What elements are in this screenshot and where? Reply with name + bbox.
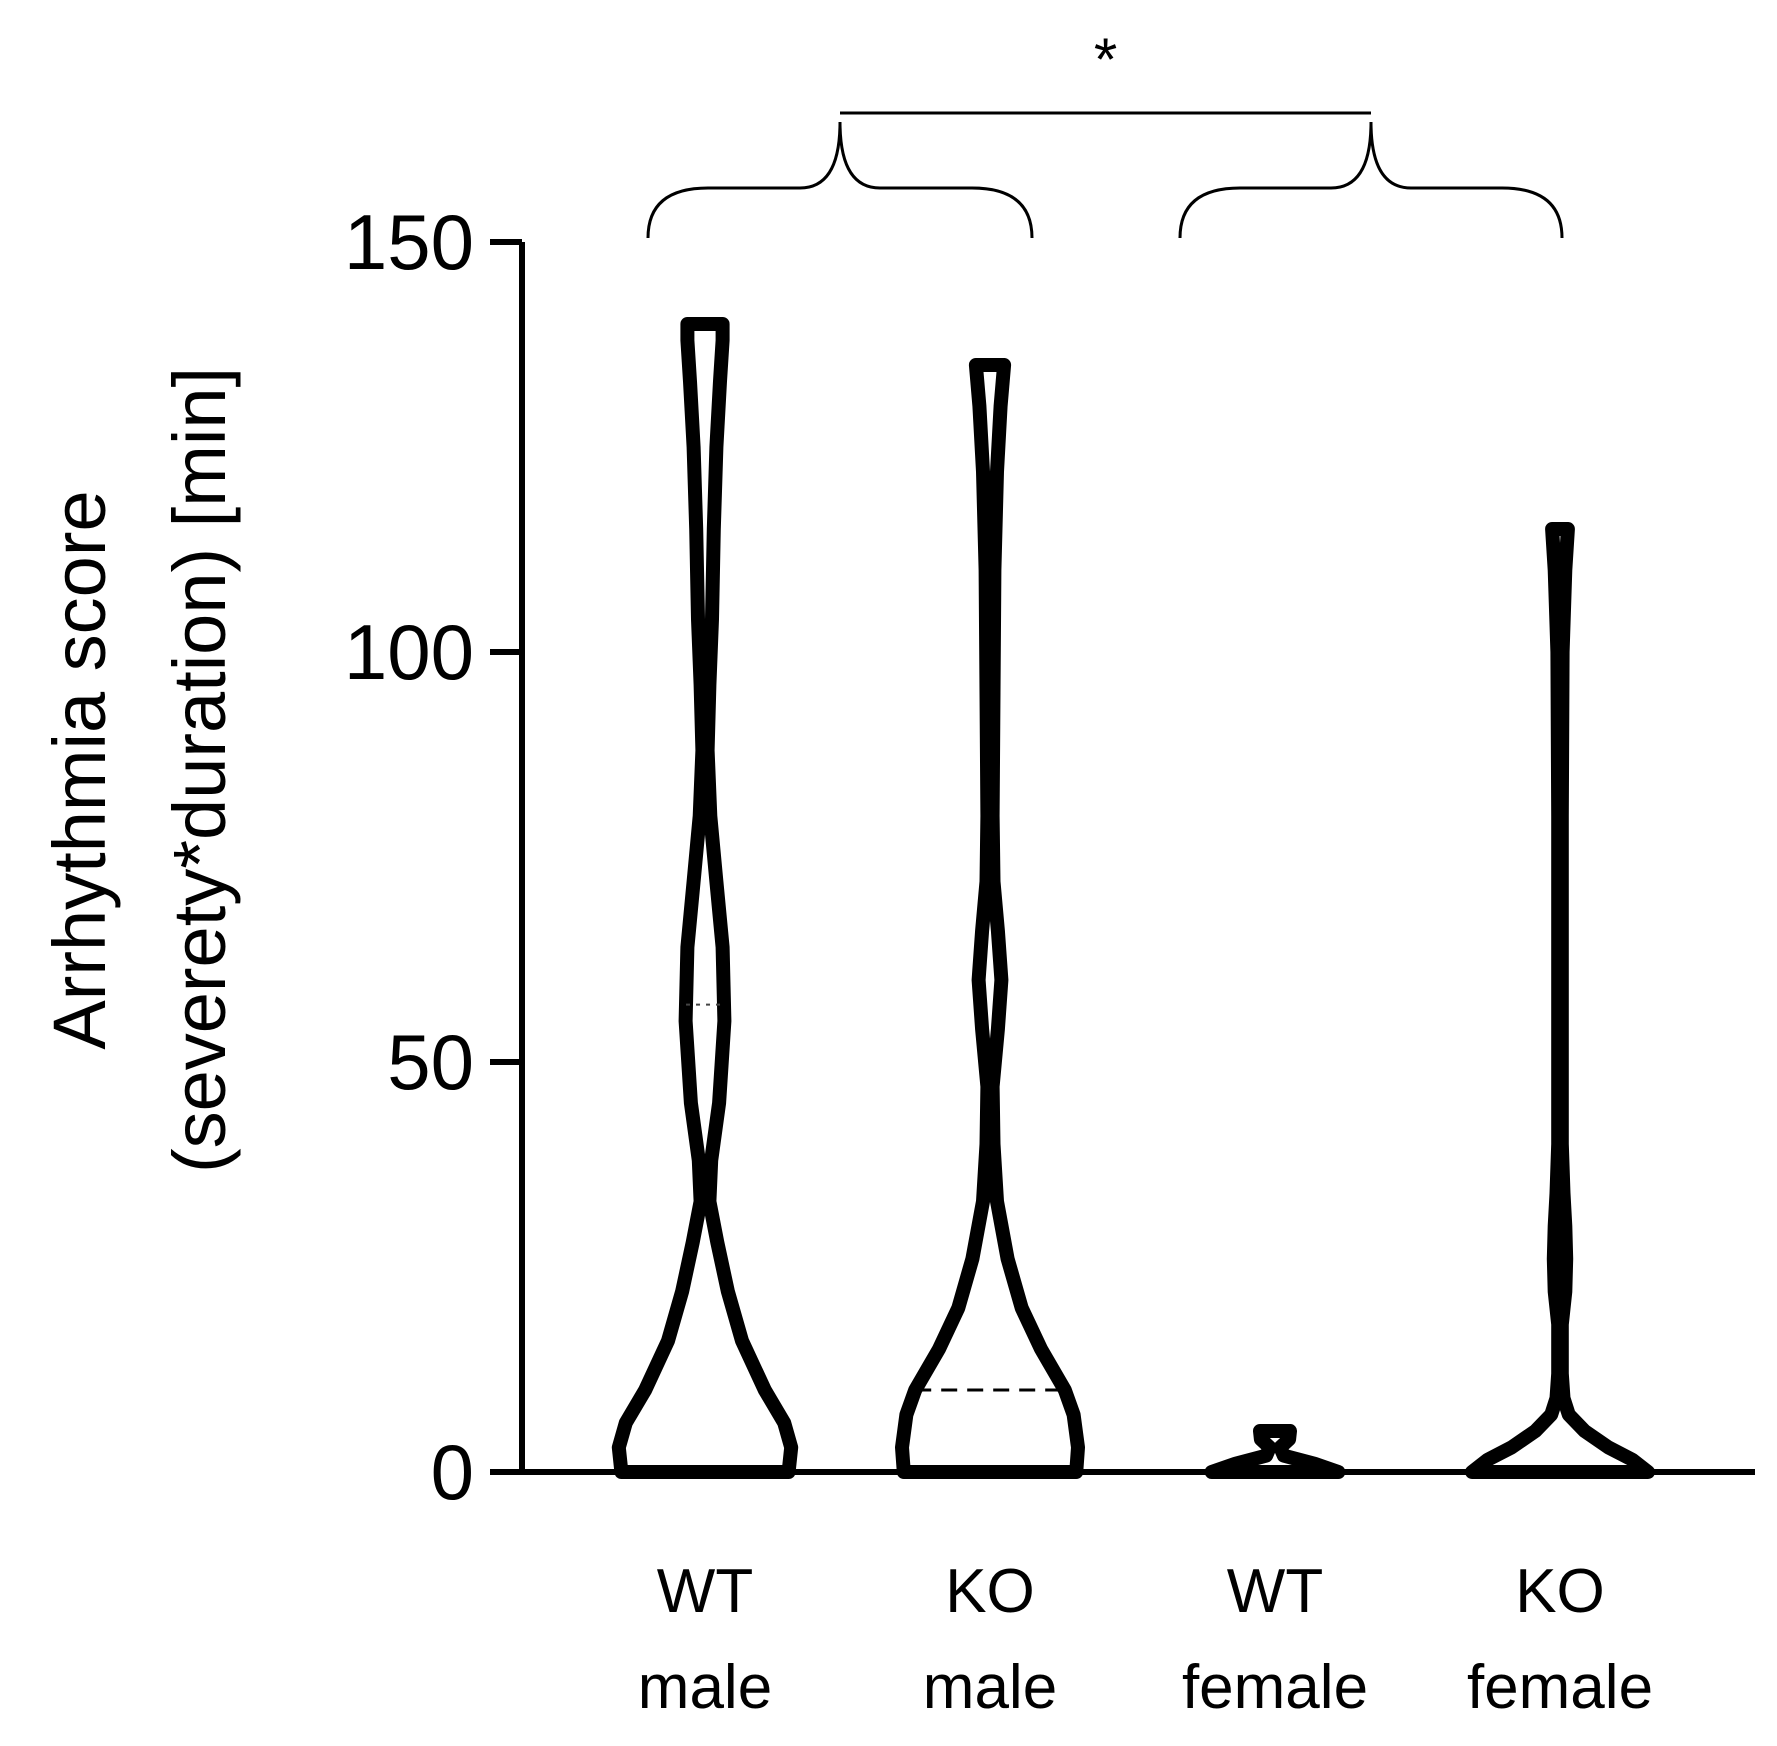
- significance-annotation: *: [646, 26, 1564, 239]
- violin-wt-female: [1204, 1424, 1346, 1479]
- x-sublabel-wt-female: female: [1182, 1653, 1368, 1722]
- x-label-wt-male: WT: [657, 1557, 753, 1626]
- y-tick-label-50: 50: [387, 1018, 474, 1106]
- violin-wt-male: [611, 317, 799, 1479]
- y-axis-label-line2: (severety*duration) [min]: [158, 367, 241, 1173]
- violin-ko-male: [895, 358, 1085, 1479]
- y-tick-label-150: 150: [344, 198, 474, 286]
- x-label-ko-male: KO: [945, 1557, 1035, 1626]
- y-tick-label-100: 100: [344, 608, 474, 696]
- x-label-wt-female: WT: [1227, 1557, 1323, 1626]
- violin-ko-female: [1465, 522, 1655, 1479]
- x-axis-labels: WT male KO male WT female KO female: [638, 1557, 1653, 1722]
- x-sublabel-ko-male: male: [923, 1653, 1057, 1722]
- violins: [611, 317, 1655, 1479]
- brace-male: [646, 121, 1034, 239]
- y-axis-label: Arrhythmia score (severety*duration) [mi…: [38, 367, 241, 1173]
- y-axis-label-line1: Arrhythmia score: [38, 490, 121, 1049]
- brace-female: [1178, 121, 1564, 239]
- x-sublabel-ko-female: female: [1467, 1653, 1653, 1722]
- significance-star: *: [1094, 26, 1117, 93]
- x-label-ko-female: KO: [1515, 1557, 1605, 1626]
- axes: 0 50 100 150: [344, 198, 1755, 1516]
- x-sublabel-wt-male: male: [638, 1653, 772, 1722]
- y-tick-label-0: 0: [431, 1428, 474, 1516]
